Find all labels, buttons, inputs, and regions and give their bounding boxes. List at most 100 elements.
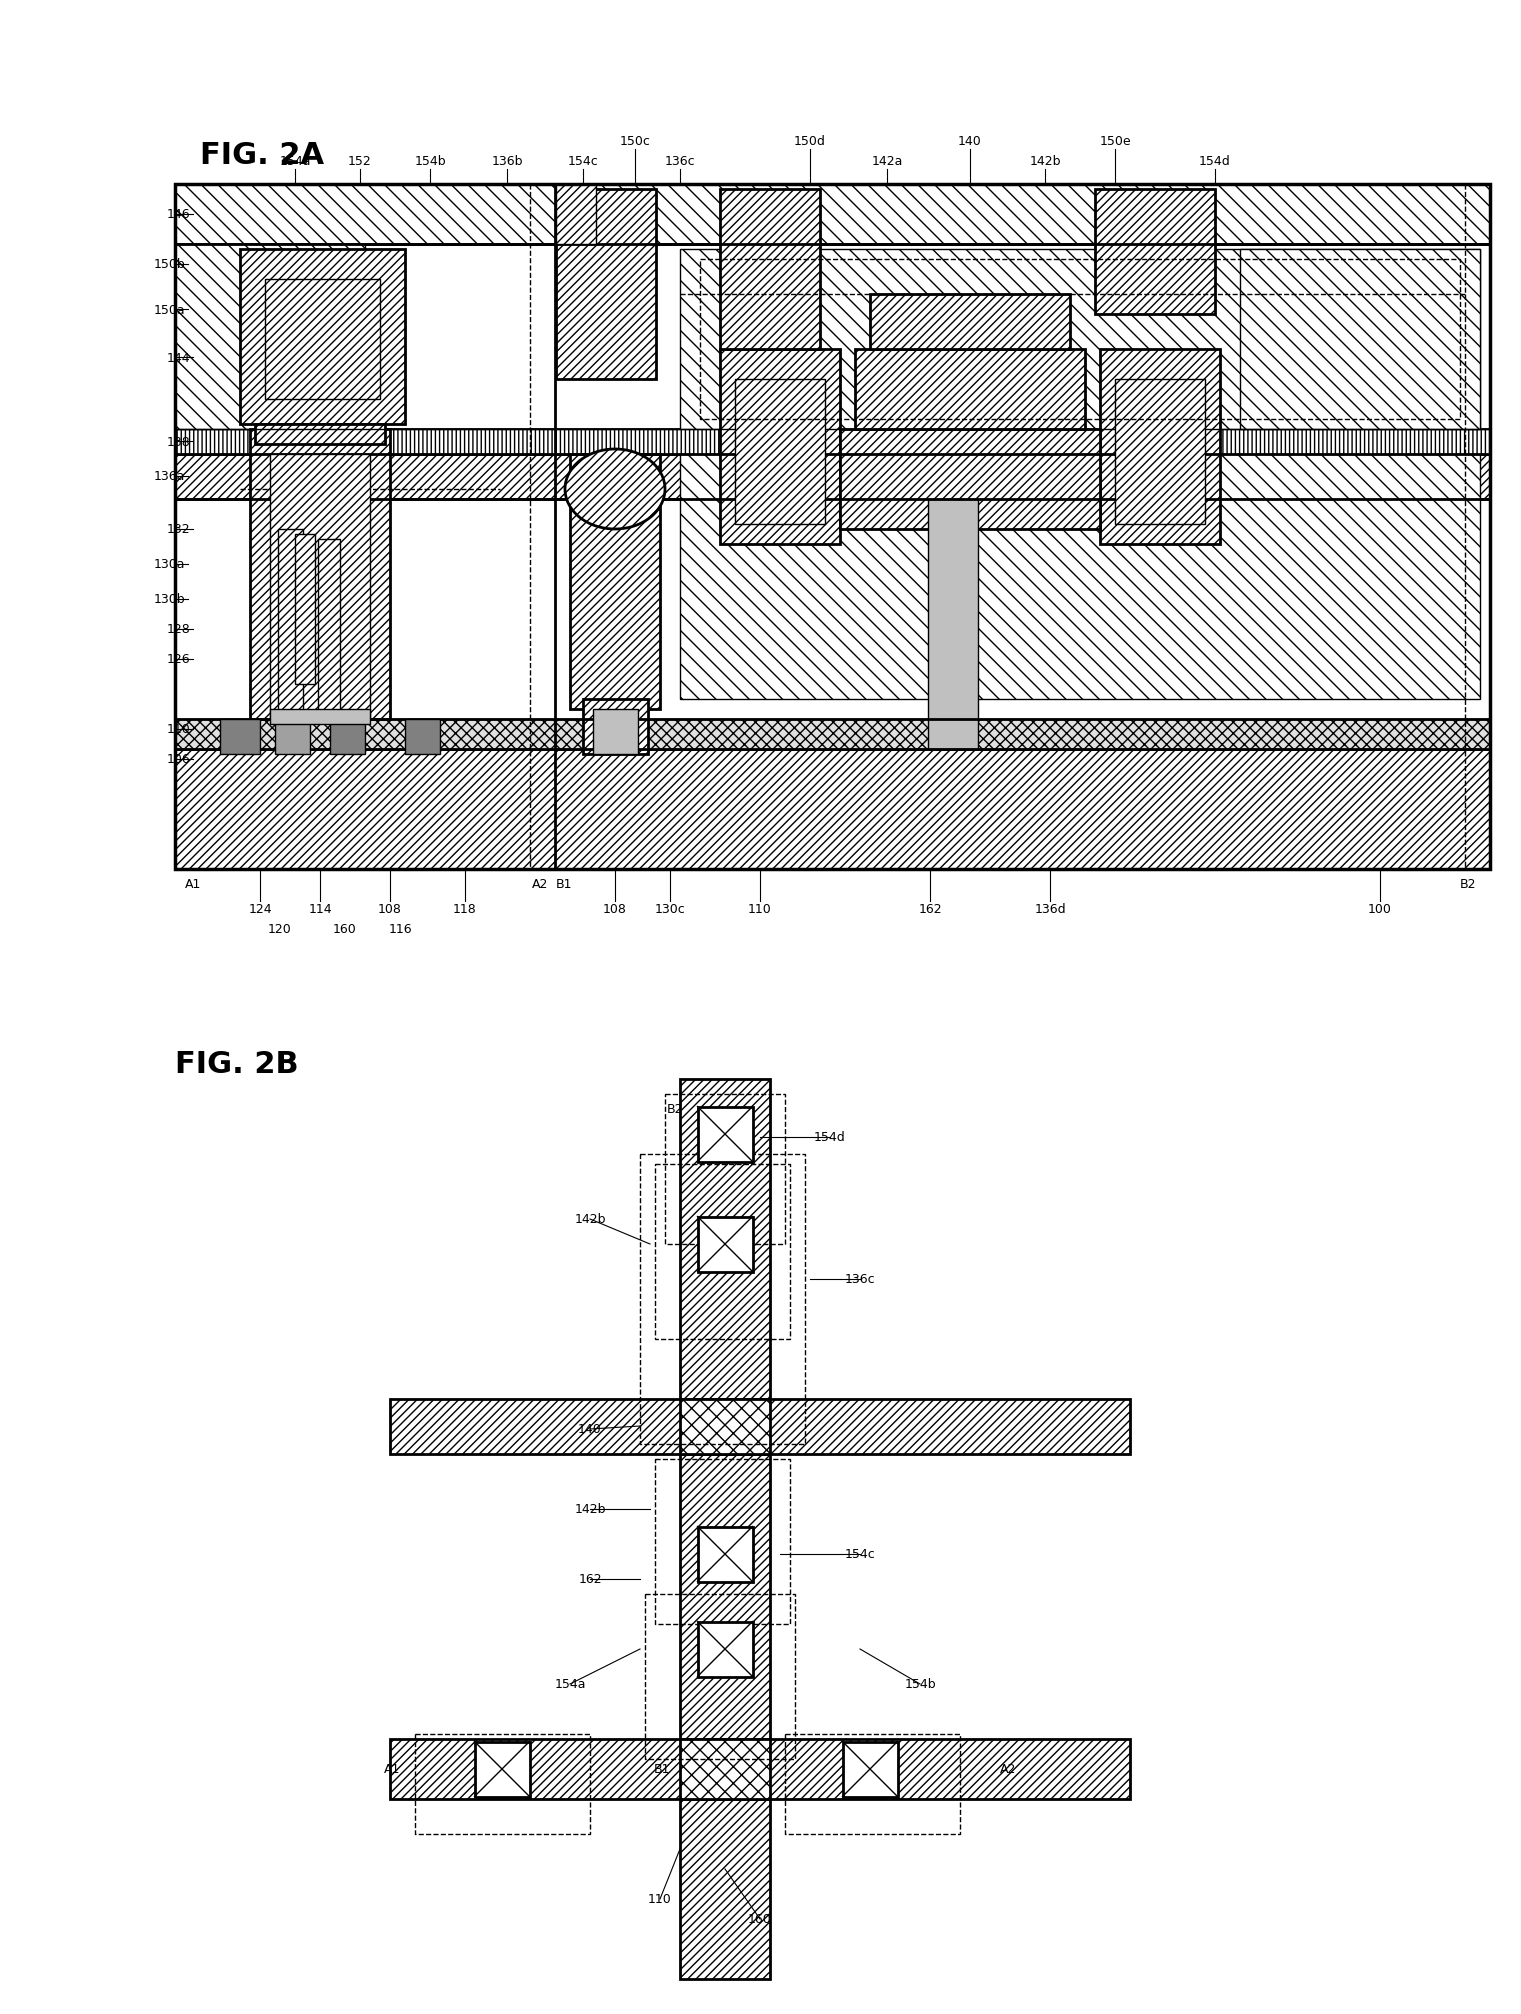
- Text: 116: 116: [388, 922, 412, 937]
- Text: 154a: 154a: [554, 1678, 586, 1690]
- Bar: [656, 1164, 789, 1339]
- Text: 110: 110: [748, 902, 771, 916]
- Text: 132: 132: [166, 524, 190, 536]
- Bar: [318, 540, 341, 715]
- Bar: [928, 499, 978, 749]
- Text: 162: 162: [578, 1573, 602, 1585]
- Bar: [698, 1108, 753, 1162]
- Text: A2: A2: [532, 878, 549, 890]
- Text: 150a: 150a: [154, 304, 186, 316]
- Text: 136d: 136d: [1034, 902, 1066, 916]
- Text: 146: 146: [166, 207, 190, 222]
- Text: 110: 110: [166, 723, 190, 737]
- Text: 124: 124: [248, 902, 272, 916]
- Text: 108: 108: [602, 902, 627, 916]
- Text: 100: 100: [1367, 902, 1392, 916]
- Text: 142b: 142b: [1030, 155, 1060, 167]
- Bar: [175, 246, 365, 429]
- Bar: [249, 429, 389, 719]
- Text: 126: 126: [166, 653, 190, 667]
- Bar: [175, 429, 1491, 455]
- Text: 140: 140: [958, 135, 983, 147]
- Bar: [698, 1527, 753, 1581]
- Text: 136b: 136b: [491, 155, 523, 167]
- Bar: [719, 189, 820, 350]
- Ellipse shape: [564, 449, 665, 530]
- Text: 150b: 150b: [154, 258, 186, 272]
- Bar: [256, 425, 385, 445]
- Bar: [275, 719, 310, 755]
- Text: 138: 138: [166, 435, 190, 449]
- Text: B2: B2: [1460, 878, 1477, 890]
- Bar: [680, 250, 1480, 699]
- Text: FIG. 2B: FIG. 2B: [175, 1049, 298, 1080]
- Text: 150e: 150e: [1100, 135, 1130, 147]
- Text: 114: 114: [309, 902, 332, 916]
- Bar: [278, 530, 303, 715]
- Bar: [330, 719, 365, 755]
- Bar: [665, 1094, 785, 1245]
- Bar: [415, 1734, 590, 1835]
- Text: FIG. 2A: FIG. 2A: [199, 141, 324, 169]
- Text: B1: B1: [654, 1762, 669, 1776]
- Bar: [656, 1460, 789, 1623]
- Bar: [265, 280, 380, 401]
- Bar: [389, 1740, 1130, 1799]
- Text: 142a: 142a: [872, 155, 902, 167]
- Bar: [680, 1080, 770, 1980]
- Text: 154a: 154a: [280, 155, 310, 167]
- Bar: [855, 350, 1084, 429]
- Bar: [175, 719, 1491, 749]
- Bar: [593, 709, 637, 755]
- Bar: [175, 455, 1491, 499]
- Bar: [698, 1216, 753, 1273]
- Bar: [645, 1595, 795, 1758]
- Bar: [698, 1621, 753, 1678]
- Bar: [570, 455, 660, 709]
- Text: 120: 120: [268, 922, 292, 937]
- Text: 106: 106: [166, 753, 190, 765]
- Bar: [557, 185, 596, 246]
- Bar: [785, 1734, 960, 1835]
- Text: 136c: 136c: [665, 155, 695, 167]
- Bar: [1100, 350, 1220, 544]
- Text: 136a: 136a: [154, 469, 186, 483]
- Bar: [221, 719, 260, 755]
- Text: A1: A1: [383, 1762, 400, 1776]
- Bar: [271, 455, 370, 719]
- Text: 150c: 150c: [619, 135, 651, 147]
- Text: 130b: 130b: [154, 594, 186, 606]
- Text: 136c: 136c: [844, 1273, 875, 1285]
- Bar: [475, 1742, 529, 1796]
- Text: A1: A1: [186, 878, 201, 890]
- Text: 154d: 154d: [1199, 155, 1230, 167]
- Text: 142b: 142b: [575, 1502, 605, 1517]
- Bar: [680, 1400, 770, 1454]
- Text: 142b: 142b: [575, 1212, 605, 1227]
- Text: 128: 128: [166, 622, 190, 636]
- Text: B2: B2: [668, 1102, 683, 1116]
- Bar: [295, 536, 315, 685]
- Text: 118: 118: [453, 902, 478, 916]
- Bar: [640, 1154, 805, 1444]
- Bar: [271, 709, 370, 725]
- Bar: [175, 185, 1491, 246]
- Bar: [1240, 250, 1480, 429]
- Bar: [840, 429, 1100, 530]
- Text: 140: 140: [578, 1422, 602, 1436]
- Text: 154b: 154b: [414, 155, 446, 167]
- Text: 144: 144: [166, 350, 190, 365]
- Text: 154c: 154c: [567, 155, 598, 167]
- Text: 160: 160: [748, 1913, 771, 1925]
- Text: 162: 162: [919, 902, 941, 916]
- Bar: [700, 260, 1460, 419]
- Bar: [680, 1740, 770, 1799]
- Text: A2: A2: [999, 1762, 1016, 1776]
- Bar: [175, 246, 1491, 429]
- Bar: [1095, 189, 1215, 314]
- Bar: [583, 699, 648, 755]
- Bar: [175, 185, 1491, 870]
- Text: 154d: 154d: [814, 1132, 846, 1144]
- Text: 130c: 130c: [654, 902, 686, 916]
- Text: B1: B1: [557, 878, 572, 890]
